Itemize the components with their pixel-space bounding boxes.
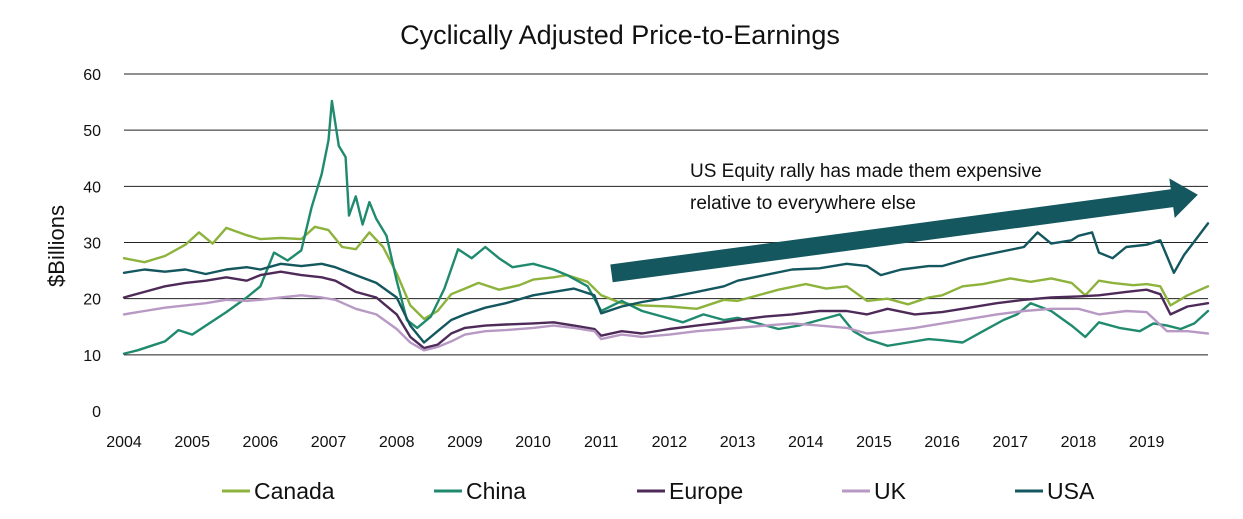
- x-tick-labels: 2004 2005 2006 2007 2008 2009 2010 2011 2012 2013…: [106, 434, 1164, 451]
- legend-label: Canada: [254, 478, 335, 504]
- x-tick-label: 2005: [174, 434, 210, 451]
- x-tick-label: 2008: [379, 434, 415, 451]
- x-tick-label: 2011: [584, 434, 619, 451]
- annotation-line-1: US Equity rally has made them expensive: [690, 161, 1042, 182]
- series-line-china: [122, 99, 1210, 355]
- x-tick-label: 2010: [515, 434, 551, 451]
- x-tick-label: 2014: [788, 434, 824, 451]
- series-line-europe: [122, 270, 1210, 350]
- y-tick-label: 60: [83, 67, 101, 84]
- x-tick-label: 2012: [652, 434, 688, 451]
- legend-item-europe: Europe: [637, 478, 743, 504]
- trend-arrow: [610, 178, 1198, 283]
- legend-label: China: [466, 478, 526, 504]
- y-tick-label: 40: [83, 179, 101, 196]
- y-tick-label: 50: [83, 123, 101, 140]
- x-tick-label: 2006: [243, 434, 279, 451]
- y-tick-label: 10: [83, 348, 101, 365]
- x-tick-label: 2015: [856, 434, 892, 451]
- y-tick-label: 30: [83, 236, 101, 253]
- x-tick-label: 2017: [992, 434, 1028, 451]
- x-tick-label: 2019: [1129, 434, 1165, 451]
- series-lines: [122, 99, 1210, 355]
- chart-title: Cyclically Adjusted Price-to-Earnings: [400, 20, 840, 50]
- y-tick-label: 0: [92, 404, 101, 421]
- legend-item-usa: USA: [1015, 478, 1095, 504]
- x-tick-label: 2009: [447, 434, 483, 451]
- series-line-uk: [122, 294, 1210, 352]
- grid-layer: [124, 73, 1208, 356]
- x-tick-label: 2004: [106, 434, 142, 451]
- legend-label: USA: [1047, 478, 1095, 504]
- annotation-line-2: relative to everywhere else: [690, 193, 916, 214]
- annotation: US Equity rally has made them expensive …: [610, 161, 1198, 283]
- y-tick-label: 20: [83, 292, 101, 309]
- legend-label: UK: [874, 478, 907, 504]
- legend-label: Europe: [669, 478, 743, 504]
- y-tick-labels: 0 10 20 30 40 50 60: [83, 67, 101, 421]
- legend-item-uk: UK: [842, 478, 907, 504]
- legend: Canada China Europe UK USA: [222, 478, 1095, 504]
- series-line-usa: [122, 222, 1210, 344]
- legend-item-canada: Canada: [222, 478, 335, 504]
- x-tick-label: 2013: [720, 434, 756, 451]
- x-tick-label: 2007: [311, 434, 347, 451]
- x-tick-label: 2018: [1061, 434, 1097, 451]
- x-tick-label: 2016: [924, 434, 960, 451]
- y-axis-label: $Billions: [44, 205, 69, 287]
- legend-item-china: China: [434, 478, 526, 504]
